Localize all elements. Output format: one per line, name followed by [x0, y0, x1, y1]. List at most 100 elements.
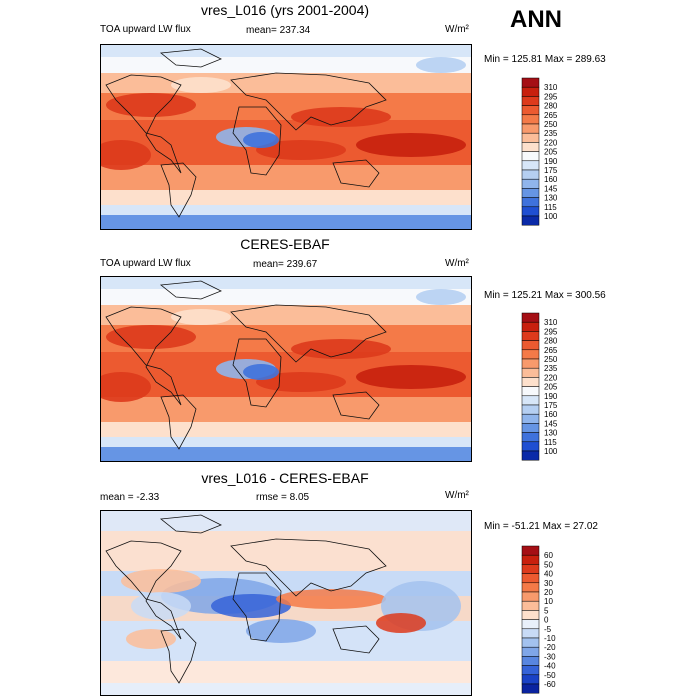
colorbar-swatch — [521, 377, 540, 387]
colorbar-tick-label: 220 — [544, 373, 558, 382]
colorbar-swatch — [521, 591, 540, 602]
panel-title: CERES-EBAF — [240, 236, 330, 252]
colorbar-swatch — [521, 545, 540, 556]
colorbar-tick-label: 0 — [544, 616, 549, 625]
colorbar-swatch — [521, 215, 540, 226]
map-field — [101, 45, 471, 229]
colorbar-swatch — [521, 628, 540, 639]
colorbar-tick-label: 295 — [544, 92, 558, 101]
map-field — [101, 511, 471, 695]
colorbar-tick-label: 60 — [544, 551, 553, 560]
world-map — [100, 44, 472, 230]
colorbar-tick-label: 30 — [544, 579, 553, 588]
colorbar-tick-label: 250 — [544, 120, 558, 129]
rmse-value: rmse = 8.05 — [256, 492, 310, 503]
colorbar-tick-label: -5 — [544, 625, 552, 634]
colorbar-tick-label: -30 — [544, 652, 556, 661]
variable-label: TOA upward LW flux — [100, 24, 191, 35]
colorbar-tick-label: 145 — [544, 184, 558, 193]
colorbar-swatch — [521, 423, 540, 433]
colorbar-tick-label: 280 — [544, 102, 558, 111]
colorbar-tick-label: -20 — [544, 643, 556, 652]
min-max-label: Min = 125.81 Max = 289.63 — [484, 54, 606, 65]
colorbar-swatch — [521, 441, 540, 452]
colorbar-tick-label: 130 — [544, 194, 558, 203]
colorbar-swatch — [521, 169, 540, 180]
colorbar-swatch — [521, 114, 540, 125]
colorbar-tick-label: 310 — [544, 318, 558, 327]
colorbar-tick-label: -50 — [544, 671, 556, 680]
colorbar-swatch — [521, 197, 540, 208]
panel-title: vres_L016 - CERES-EBAF — [201, 470, 369, 486]
mean-value: mean= 239.67 — [253, 259, 318, 270]
colorbar-tick-label: 190 — [544, 392, 558, 401]
season-label: ANN — [510, 6, 562, 33]
colorbar-swatch — [521, 321, 540, 332]
colorbar-tick-label: 295 — [544, 327, 558, 336]
colorbar-tick-label: 220 — [544, 138, 558, 147]
colorbar-tick-label: 10 — [544, 597, 553, 606]
colorbar-tick-label: -10 — [544, 634, 556, 643]
colorbar-swatch — [521, 404, 540, 415]
colorbar-swatch — [521, 105, 540, 116]
colorbar-swatch — [521, 86, 540, 97]
colorbar-swatch — [521, 395, 540, 406]
colorbar-swatch — [521, 312, 540, 323]
colorbar-tick-label: 205 — [544, 148, 558, 157]
colorbar-tick-label: 100 — [544, 447, 558, 456]
colorbar: 310 295 280 265 250 235 220 205 190 175 160 145 130 1… — [521, 312, 582, 463]
colorbar-tick-label: 280 — [544, 337, 558, 346]
colorbar-swatch — [521, 160, 540, 171]
colorbar-tick-label: 235 — [544, 364, 558, 373]
colorbar-swatch — [521, 349, 540, 360]
colorbar-tick-label: 50 — [544, 560, 553, 569]
colorbar-tick-label: -60 — [544, 680, 556, 689]
colorbar-swatch — [521, 573, 540, 584]
colorbar-swatch — [521, 96, 540, 106]
world-map — [100, 276, 472, 462]
colorbar-tick-label: 100 — [544, 212, 558, 221]
colorbar-tick-label: 175 — [544, 166, 558, 175]
map-field — [101, 277, 471, 461]
colorbar-swatch — [521, 610, 540, 620]
colorbar-tick-label: 265 — [544, 346, 558, 355]
colorbar-tick-label: 205 — [544, 383, 558, 392]
min-max-label: Min = 125.21 Max = 300.56 — [484, 290, 606, 301]
mean-value: mean = -2.33 — [100, 492, 160, 503]
colorbar-swatch — [521, 582, 540, 593]
colorbar-tick-label: 130 — [544, 429, 558, 438]
colorbar-tick-label: 115 — [544, 203, 557, 212]
colorbar-tick-label: 5 — [544, 606, 549, 615]
colorbar-swatch — [521, 564, 540, 574]
colorbar-swatch — [521, 646, 540, 657]
colorbar-tick-label: 160 — [544, 410, 558, 419]
colorbar-swatch — [521, 142, 540, 152]
colorbar-swatch — [521, 665, 540, 676]
colorbar-tick-label: 190 — [544, 157, 558, 166]
colorbar-swatch — [521, 450, 540, 461]
colorbar-tick-label: 310 — [544, 83, 558, 92]
variable-label: TOA upward LW flux — [100, 258, 191, 269]
colorbar-tick-label: 40 — [544, 570, 553, 579]
colorbar-swatch — [521, 413, 540, 424]
colorbar-swatch — [521, 188, 540, 198]
colorbar-swatch — [521, 340, 540, 351]
mean-value: mean= 237.34 — [246, 25, 311, 36]
colorbar-tick-label: -40 — [544, 662, 556, 671]
colorbar-swatch — [521, 77, 540, 88]
colorbar-tick-label: 115 — [544, 438, 557, 447]
units-label: W/m² — [445, 258, 469, 269]
world-map — [100, 510, 472, 696]
colorbar-swatch — [521, 123, 540, 134]
colorbar-swatch — [521, 358, 540, 369]
colorbar-tick-label: 235 — [544, 129, 558, 138]
units-label: W/m² — [445, 490, 469, 501]
colorbar-swatch — [521, 637, 540, 648]
colorbar-swatch — [521, 600, 540, 611]
panel-title: vres_L016 (yrs 2001-2004) — [200, 2, 370, 18]
colorbar-tick-label: 250 — [544, 355, 558, 364]
colorbar-tick-label: 145 — [544, 419, 558, 428]
colorbar-swatch — [521, 132, 540, 143]
colorbar-swatch — [521, 178, 540, 189]
colorbar-swatch — [521, 331, 540, 341]
